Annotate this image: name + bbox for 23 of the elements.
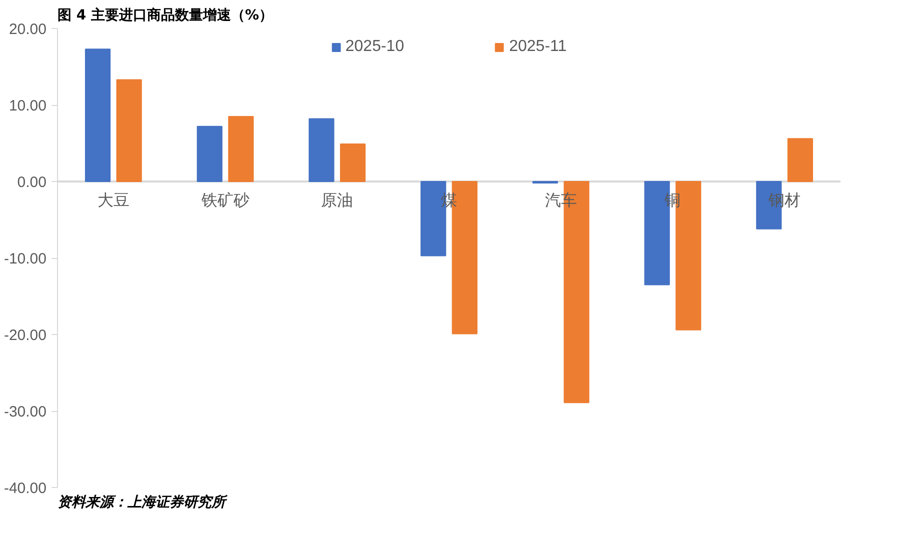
y-tick-label: -30.00 xyxy=(4,404,47,420)
y-tick-label: 20.00 xyxy=(8,21,47,38)
y-tick-label: -10.00 xyxy=(4,250,47,268)
text: 资料来源：上海证券研究所 xyxy=(58,494,228,510)
y-tick-label: -40.00 xyxy=(4,480,47,497)
bar xyxy=(84,48,111,182)
bar xyxy=(196,126,222,182)
y-tick-label: 0.00 xyxy=(17,174,47,191)
chart-title: 图 4 主要进口商品数量增速（%） xyxy=(58,6,274,24)
bar xyxy=(228,116,254,182)
legend-label: 2025-10 xyxy=(345,38,404,56)
bar xyxy=(787,138,814,182)
x-tick-label: 原油 xyxy=(321,192,354,210)
bar xyxy=(308,118,334,182)
x-tick-label: 大豆 xyxy=(97,192,130,210)
y-tick-label: 10.00 xyxy=(8,98,47,114)
y-tick-label: -20.00 xyxy=(4,327,47,344)
x-tick-label: 铁矿砂 xyxy=(200,192,250,210)
x-tick-label: 煤 xyxy=(441,192,457,210)
x-tick-label: 铜 xyxy=(664,192,681,210)
legend-label: 2025-11 xyxy=(509,38,567,56)
bar xyxy=(340,144,366,182)
bar xyxy=(116,79,142,182)
